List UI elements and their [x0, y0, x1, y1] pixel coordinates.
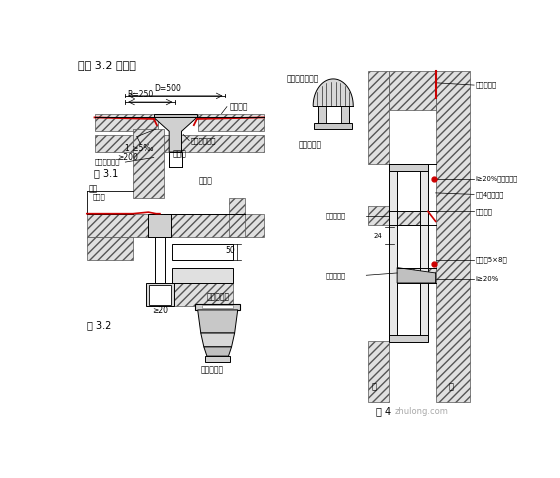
Bar [87, 237, 133, 260]
Polygon shape [198, 310, 237, 333]
Text: 内窗台标高: 内窗台标高 [325, 213, 346, 219]
Bar [368, 341, 389, 402]
Bar [206, 356, 230, 362]
Text: 50: 50 [225, 246, 235, 255]
Text: R=250: R=250 [128, 90, 154, 99]
Text: 排水管: 排水管 [198, 177, 212, 186]
Bar [314, 123, 352, 129]
Bar [146, 283, 174, 306]
Text: i≥20%: i≥20% [475, 276, 499, 282]
Text: 防水软水缝: 防水软水缝 [475, 82, 497, 88]
Bar [87, 214, 264, 237]
Bar [202, 305, 233, 308]
Bar [171, 244, 233, 260]
Text: 图 3.2: 图 3.2 [87, 320, 111, 330]
Text: 24: 24 [374, 233, 382, 239]
Text: 排水孔5×8槽: 排水孔5×8槽 [475, 257, 507, 263]
Text: 外: 外 [449, 382, 454, 391]
Bar [389, 163, 397, 341]
Bar [229, 198, 245, 237]
Text: ≥200: ≥200 [118, 153, 138, 162]
Polygon shape [154, 118, 197, 152]
Text: zhulong.com: zhulong.com [395, 407, 449, 416]
Text: D=500: D=500 [154, 84, 181, 93]
Bar [155, 237, 165, 283]
Text: 1 ≥5‰: 1 ≥5‰ [125, 144, 154, 152]
Text: 方型雨水斗: 方型雨水斗 [200, 366, 224, 374]
Polygon shape [200, 333, 235, 347]
Bar [148, 214, 171, 237]
Bar [397, 268, 436, 283]
Bar [95, 114, 158, 131]
Bar [169, 152, 181, 167]
Bar [368, 206, 389, 225]
Text: 圆型雨水斗: 圆型雨水斗 [298, 140, 321, 149]
Text: 防水油膏嵌缝: 防水油膏嵌缝 [191, 137, 216, 144]
Bar [389, 211, 428, 225]
Text: 和图 3.2 所示：: 和图 3.2 所示： [77, 60, 136, 70]
Bar [389, 335, 428, 342]
Text: 用于屋顶、露台: 用于屋顶、露台 [287, 75, 319, 84]
Bar [149, 284, 171, 304]
Text: i≥20%，平开安装: i≥20%，平开安装 [475, 176, 518, 182]
Bar [171, 268, 233, 283]
Bar [133, 129, 164, 198]
Bar [95, 135, 264, 152]
Bar [318, 106, 348, 125]
Text: 方型雨水斗: 方型雨水斗 [206, 293, 229, 301]
Bar [420, 163, 428, 341]
Text: 镀锌板丝填鼓: 镀锌板丝填鼓 [95, 159, 120, 165]
Bar [389, 163, 428, 171]
Text: 女儿墙: 女儿墙 [173, 149, 187, 158]
Bar [436, 71, 470, 402]
Bar [325, 106, 341, 124]
Bar [389, 71, 436, 110]
Bar [198, 114, 264, 131]
Text: 防撞软垫: 防撞软垫 [475, 208, 493, 215]
Text: 图 3.1: 图 3.1 [95, 168, 119, 178]
Text: 用于地面: 用于地面 [229, 102, 248, 111]
Text: 汇水区: 汇水区 [93, 194, 106, 200]
Bar [195, 304, 240, 310]
Text: 外窗台标高: 外窗台标高 [325, 272, 346, 279]
Text: 内: 内 [371, 382, 376, 391]
Bar [171, 283, 233, 306]
Text: 图 4: 图 4 [376, 407, 391, 416]
Text: ≥20: ≥20 [152, 306, 168, 315]
Polygon shape [397, 268, 436, 283]
Polygon shape [204, 347, 231, 356]
Bar [368, 71, 389, 163]
Text: 天花: 天花 [88, 185, 97, 194]
Text: 序号4留流水槽: 序号4留流水槽 [475, 191, 504, 198]
Bar [154, 114, 197, 118]
